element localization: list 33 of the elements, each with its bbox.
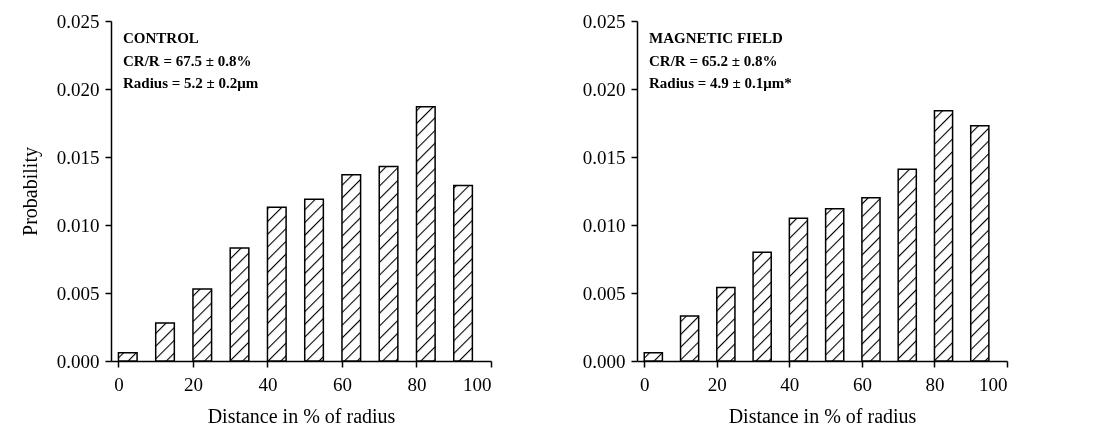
y-tick-label: 0.020 (56, 78, 100, 100)
y-tick-label: 0.005 (582, 282, 626, 304)
x-tick-label: 100 (463, 373, 492, 395)
annotation: Radius = 4.9 ± 0.1μm* (649, 75, 792, 91)
x-axis-title: Distance in % of radius (207, 404, 396, 427)
y-axis-title: Probability (18, 147, 42, 236)
x-tick-label: 20 (183, 373, 203, 395)
x-tick-label: 80 (925, 373, 945, 395)
x-tick-label: 60 (852, 373, 872, 395)
x-tick-label: 0 (640, 373, 650, 395)
y-tick-label: 0.005 (56, 282, 100, 304)
y-tick-label: 0.010 (56, 214, 100, 236)
x-tick-label: 80 (407, 373, 427, 395)
annotation: Radius = 5.2 ± 0.2μm (123, 75, 259, 91)
x-tick-label: 40 (258, 373, 278, 395)
y-tick-label: 0.015 (582, 146, 626, 168)
y-tick-label: 0.025 (582, 10, 626, 32)
y-tick-label: 0.015 (56, 146, 100, 168)
annotation: CR/R = 65.2 ± 0.8% (649, 52, 778, 69)
y-tick-label: 0.000 (56, 350, 100, 372)
x-axis-title: Distance in % of radius (728, 404, 917, 427)
annotation: CONTROL (123, 30, 199, 46)
annotation: CR/R = 67.5 ± 0.8% (123, 52, 252, 69)
x-tick-label: 0 (114, 373, 124, 395)
x-tick-label: 40 (780, 373, 800, 395)
y-tick-label: 0.020 (582, 78, 626, 100)
y-tick-label: 0.025 (56, 10, 100, 32)
x-tick-label: 20 (707, 373, 727, 395)
x-tick-label: 100 (979, 373, 1008, 395)
annotation: MAGNETIC FIELD (649, 30, 783, 46)
y-tick-label: 0.000 (582, 350, 626, 372)
y-tick-label: 0.010 (582, 214, 626, 236)
x-tick-label: 60 (332, 373, 352, 395)
